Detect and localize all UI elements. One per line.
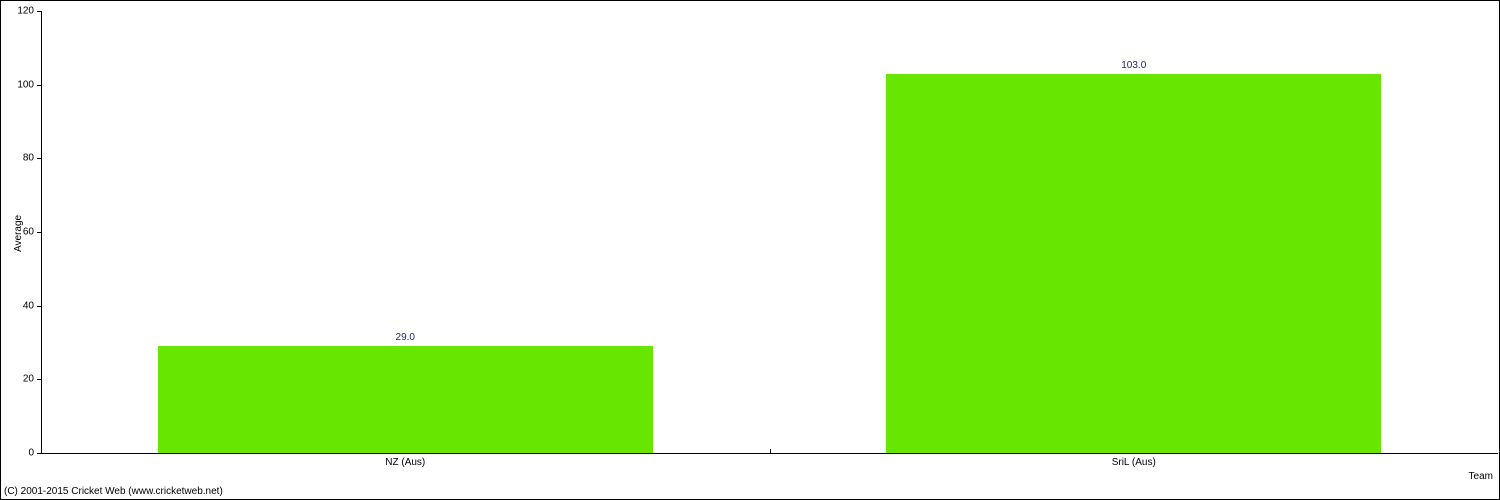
y-tick-label: 0 [1, 448, 34, 459]
y-tick-label: 40 [1, 300, 34, 311]
bar [158, 346, 653, 453]
y-tick-label: 100 [1, 79, 34, 90]
x-tick-label: SriL (Aus) [1112, 457, 1156, 468]
y-tick [37, 232, 41, 233]
y-tick [37, 379, 41, 380]
y-tick [37, 453, 41, 454]
y-tick-label: 20 [1, 374, 34, 385]
bar-value-label: 103.0 [1121, 60, 1146, 71]
y-tick-label: 120 [1, 6, 34, 17]
chart-container: Average Team (C) 2001-2015 Cricket Web (… [0, 0, 1500, 500]
x-axis-title: Team [1469, 471, 1493, 482]
x-center-tick [770, 449, 771, 453]
bar-value-label: 29.0 [396, 332, 415, 343]
y-tick-label: 60 [1, 227, 34, 238]
y-tick-label: 80 [1, 153, 34, 164]
y-tick [37, 158, 41, 159]
x-axis-line [41, 453, 1498, 454]
y-tick [37, 306, 41, 307]
y-axis-line [41, 11, 42, 453]
copyright-text: (C) 2001-2015 Cricket Web (www.cricketwe… [4, 486, 223, 497]
y-tick [37, 11, 41, 12]
x-tick-label: NZ (Aus) [385, 457, 425, 468]
y-tick [37, 85, 41, 86]
bar [886, 74, 1381, 453]
